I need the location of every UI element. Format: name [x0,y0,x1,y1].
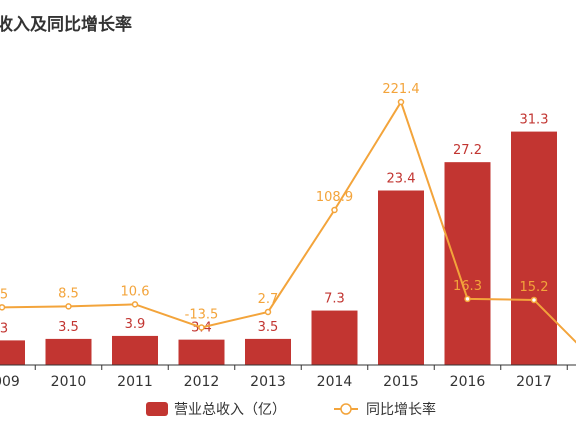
growth-point-2012[interactable] [198,324,205,331]
x-tick-label-2011: 2011 [117,374,153,390]
growth-label-2015: 221.4 [382,82,419,97]
bars-layer: .33.53.93.43.57.323.427.231.3 [0,113,557,365]
growth-point-2014[interactable] [331,206,338,214]
bar-2013[interactable] [245,338,291,365]
bar-label-2010: 3.5 [58,320,79,335]
legend-swatch-revenue[interactable] [146,402,168,416]
x-tick-label-2012: 2012 [184,374,220,390]
growth-point-2011[interactable] [131,301,139,308]
x-axis: 2009 2010 2011 2012 2013 2014 2015 2016 2017 [0,364,576,390]
growth-label-2017: 15.2 [520,280,549,295]
growth-point-2016[interactable] [464,295,471,303]
legend-swatch-growth-marker[interactable] [340,403,352,415]
x-tick-label-2015: 2015 [383,374,419,390]
legend-label-growth[interactable]: 同比增长率 [366,401,436,418]
bar-label-2015: 23.4 [387,172,416,187]
x-tick-label-2009: 2009 [0,374,20,390]
bar-label-2013: 3.5 [258,320,279,335]
growth-point-2009[interactable] [0,304,6,311]
x-tick-label-2014: 2014 [317,374,353,390]
bar-2016[interactable] [444,162,491,365]
growth-point-2015[interactable] [397,98,405,106]
growth-line [1,99,576,344]
bar-2009[interactable] [0,340,25,365]
growth-label-2013: 2.7 [258,292,279,307]
bar-2012[interactable] [178,339,225,365]
bar-label-2016: 27.2 [453,143,482,158]
growth-label-2011: 10.6 [121,284,150,299]
chart-title: 收入及同比增长率 [0,14,132,35]
growth-label-2009: .5 [0,287,8,302]
bar-label-2011: 3.9 [125,317,146,332]
x-tick-label-2016: 2016 [450,374,486,390]
x-tick-label-2013: 2013 [250,374,286,390]
bar-label-2017: 31.3 [520,113,549,128]
bar-label-2014: 7.3 [324,292,345,307]
x-tick-label-2017: 2017 [516,374,552,390]
legend: 营业总收入（亿） 同比增长率 [146,401,436,418]
growth-label-2012: -13.5 [185,308,219,323]
growth-point-2010[interactable] [65,303,72,310]
growth-label-2016: 16.3 [453,279,482,294]
growth-point-2017[interactable] [530,296,538,304]
bar-2015[interactable] [378,190,424,365]
bar-2010[interactable] [45,338,92,365]
bar-2011[interactable] [112,335,158,365]
bar-2017[interactable] [511,131,557,365]
legend-label-revenue[interactable]: 营业总收入（亿） [174,402,286,418]
growth-label-2010: 8.5 [58,286,79,301]
bar-2014[interactable] [311,310,358,365]
growth-point-2013[interactable] [264,308,272,316]
growth-label-2014: 108.9 [316,190,353,205]
bar-label-2009: .3 [0,321,8,336]
x-tick-label-2010: 2010 [51,374,87,390]
line-layer: .5 8.5 10.6 -13.5 2.7 108.9 221.4 16.3 15.2 [0,82,576,344]
